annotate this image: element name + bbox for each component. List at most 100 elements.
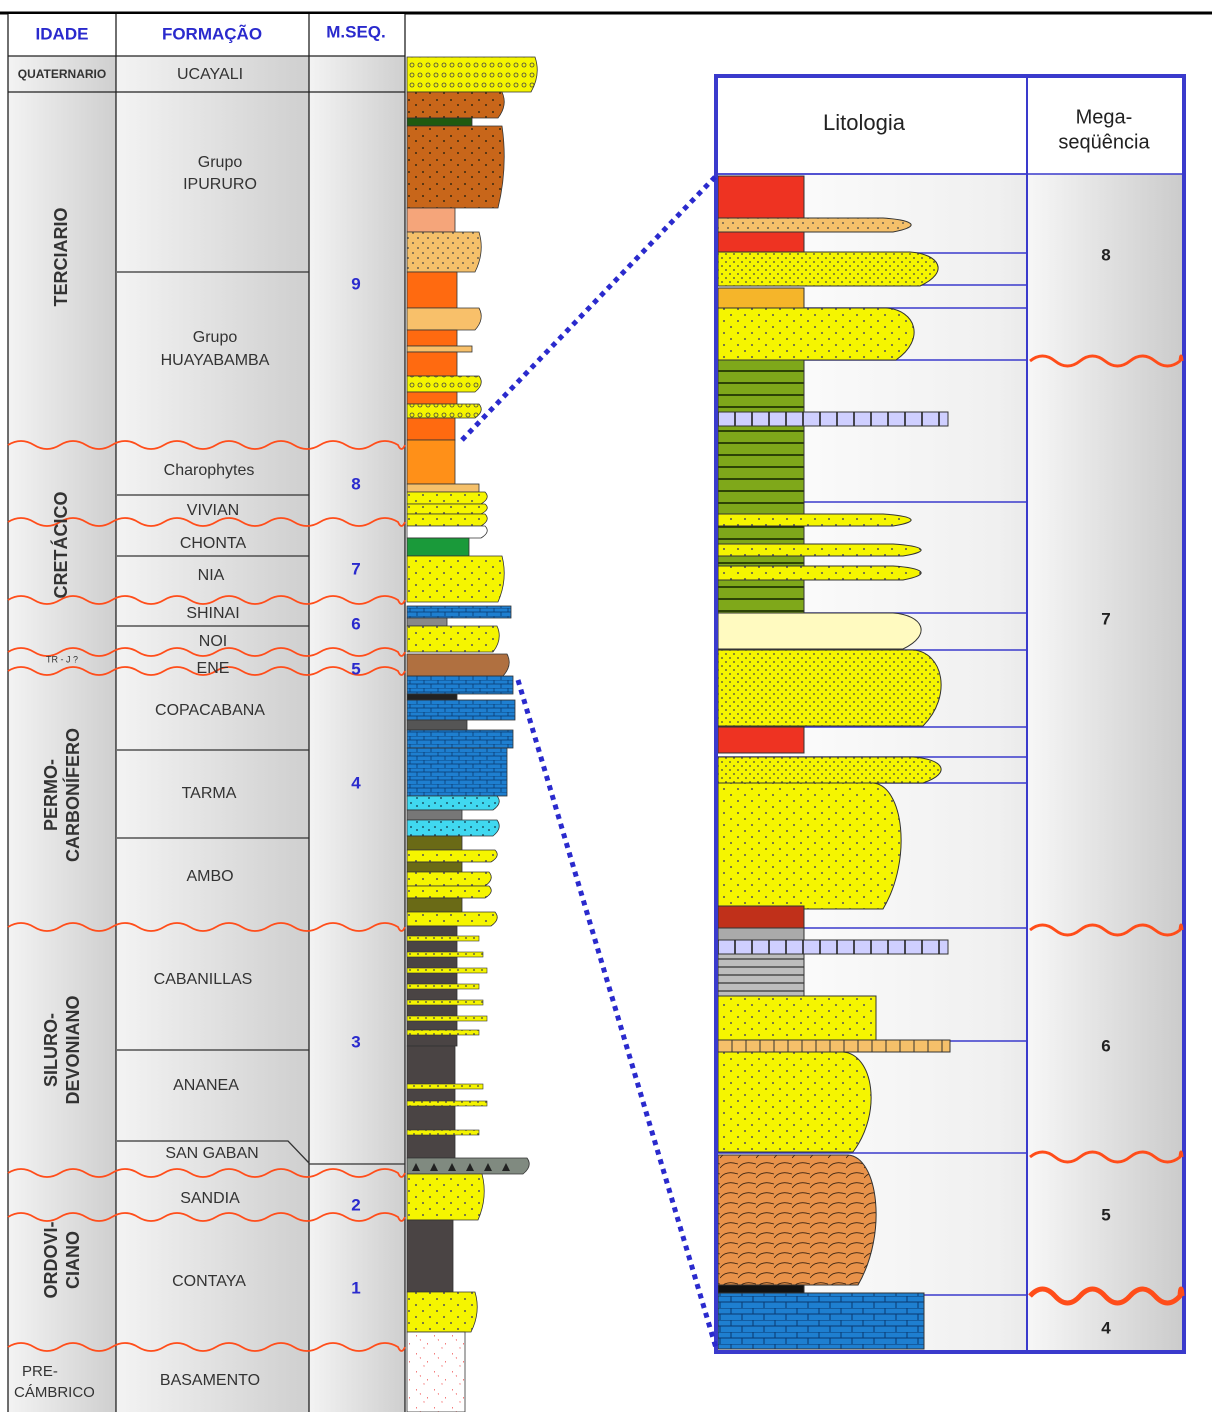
age-permo-2: CARBONÍFERO: [62, 728, 83, 862]
bed-ipururo-2: [406, 125, 505, 209]
detail-sand-4: [717, 756, 942, 784]
bed-noi: [406, 625, 500, 653]
tillite-mark: [502, 1163, 510, 1171]
bed-ambo-olive-2: [406, 861, 463, 873]
bed-shinai: [406, 605, 512, 619]
header-mseq: M.SEQ.: [326, 22, 386, 41]
bed-tarma-cyan-1: [406, 795, 500, 811]
formation-ambo: AMBO: [186, 868, 233, 885]
sand-stringer: [406, 1083, 484, 1090]
tillite-mark: [466, 1163, 474, 1171]
detail-seq-8: 8: [1101, 245, 1110, 264]
sand-stringer: [406, 999, 484, 1006]
bed-ambo-sand-1: [406, 849, 498, 863]
bed-ambo-sand-3: [406, 885, 492, 899]
formation-huayabamba-2: HUAYABAMBA: [161, 352, 270, 369]
formation-ipururo-1: Grupo: [198, 154, 243, 171]
detail-orange: [717, 287, 805, 309]
bed-ambo-sand-2: [406, 871, 492, 887]
bed-vivian-sand-2: [406, 503, 488, 515]
detail-unconformity: [1029, 354, 1184, 368]
bed-ambo-sand-4: [406, 911, 498, 927]
bed-copa-gray: [406, 719, 468, 731]
age-ordov-1: ORDOVI-: [41, 1221, 61, 1298]
bed-huaya-sand-2: [406, 403, 482, 419]
detail-sand-3: [717, 649, 942, 727]
detail-sand-5: [717, 782, 902, 910]
age-cretacico: CRETÁCICO: [50, 492, 71, 599]
bed-tarma-lime: [406, 747, 508, 797]
bed-ipururo-pink: [406, 207, 456, 233]
age-trj: TR - J ?: [46, 654, 78, 664]
formation-ene: ENE: [197, 660, 230, 677]
mseq-8: 8: [351, 474, 360, 493]
bed-ipururo-1: [406, 91, 505, 119]
age-quaternario: QUATERNARIO: [18, 67, 106, 81]
detail-seq-6: 6: [1101, 1036, 1110, 1055]
age-terciario: TERCIARIO: [51, 208, 71, 307]
megasequence-column: [309, 14, 405, 1412]
detail-dark: [717, 1284, 805, 1294]
bed-copa-dark: [406, 693, 458, 701]
detail-sand-7: [717, 1051, 872, 1153]
bed-contaya-sand: [406, 1291, 478, 1333]
mseq-9: 9: [351, 274, 360, 293]
bed-huaya-tan: [406, 307, 482, 331]
detail-gray-shale: [717, 953, 805, 997]
formation-cabanillas: CABANILLAS: [154, 971, 253, 988]
formation-huayabamba-1: Grupo: [193, 329, 238, 346]
formation-ipururo-2: IPURURO: [183, 176, 257, 193]
detail-seq-7: 7: [1101, 609, 1110, 628]
unconformity-line: [7, 440, 406, 450]
bed-copa-3: [406, 729, 514, 749]
detail-header-litologia: Litologia: [823, 110, 906, 135]
bed-ambo-olive-3: [406, 897, 463, 913]
detail-sand-thin-2: [717, 543, 922, 557]
detail-sand-1: [717, 251, 939, 287]
zoom-connector-bottom: [515, 679, 719, 1349]
detail-shale-2: [717, 425, 805, 515]
formation-san-gaban: SAN GABAN: [165, 1145, 258, 1162]
detail-sand-6: [717, 995, 877, 1041]
bed-huaya-sand-1: [406, 375, 482, 393]
detail-unconformity: [1029, 1150, 1184, 1164]
header-formacao: FORMAÇÃO: [162, 23, 262, 43]
sand-stringer: [406, 967, 488, 974]
bed-sandia: [406, 1173, 485, 1221]
detail-red-dark: [717, 905, 805, 929]
bed-ene: [406, 653, 510, 677]
bed-contaya-shale: [406, 1219, 454, 1293]
bed-vivian-tan: [406, 483, 480, 493]
age-siluro-1: SILURO-: [41, 1013, 61, 1087]
formation-chonta: CHONTA: [180, 535, 247, 552]
formation-noi: NOI: [199, 633, 227, 650]
formation-tarma: TARMA: [182, 785, 237, 802]
formation-column: [117, 14, 309, 1412]
tillite-mark: [484, 1163, 492, 1171]
bed-nia: [406, 555, 505, 603]
detail-red-2: [717, 231, 805, 253]
age-column: [8, 14, 116, 1412]
bed-charophytes: [406, 439, 456, 485]
sand-stringer: [406, 983, 480, 990]
detail-shale-1: [717, 359, 805, 413]
formation-charophytes: Charophytes: [164, 462, 255, 479]
detail-shale-3: [717, 525, 805, 545]
bed-chonta-white: [406, 525, 488, 539]
detail-tan-2: [717, 1039, 951, 1053]
bed-copa-1: [406, 675, 514, 695]
formation-ananea: ANANEA: [173, 1077, 239, 1094]
bed-ucayali: [406, 56, 538, 93]
detail-red-1: [717, 175, 805, 219]
sand-stringer: [406, 935, 480, 942]
zoom-connector-top: [460, 174, 718, 442]
age-siluro-2: DEVONIANO: [63, 995, 83, 1104]
unconformity-line: [7, 1342, 406, 1352]
unconformity-line: [7, 595, 406, 605]
bed-basamento: [406, 1331, 466, 1413]
detail-tan-stringer: [717, 217, 912, 233]
detail-shale-4: [717, 555, 805, 567]
formation-sandia: SANDIA: [180, 1190, 240, 1207]
detail-ene-crossbed: [717, 1154, 877, 1286]
